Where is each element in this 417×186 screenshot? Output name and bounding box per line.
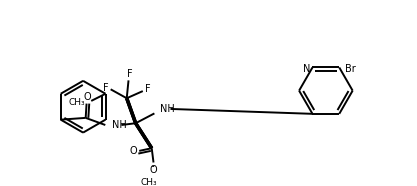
- Text: NH: NH: [160, 104, 174, 114]
- Text: F: F: [127, 69, 132, 79]
- Text: CH₃: CH₃: [141, 178, 157, 186]
- Text: NH: NH: [113, 120, 127, 130]
- Text: F: F: [103, 83, 109, 92]
- Text: F: F: [146, 84, 151, 94]
- Text: Br: Br: [344, 64, 355, 74]
- Text: O: O: [84, 92, 91, 102]
- Text: N: N: [303, 64, 310, 74]
- Text: CH₃: CH₃: [68, 98, 85, 107]
- Text: O: O: [129, 146, 137, 156]
- Text: O: O: [150, 165, 157, 175]
